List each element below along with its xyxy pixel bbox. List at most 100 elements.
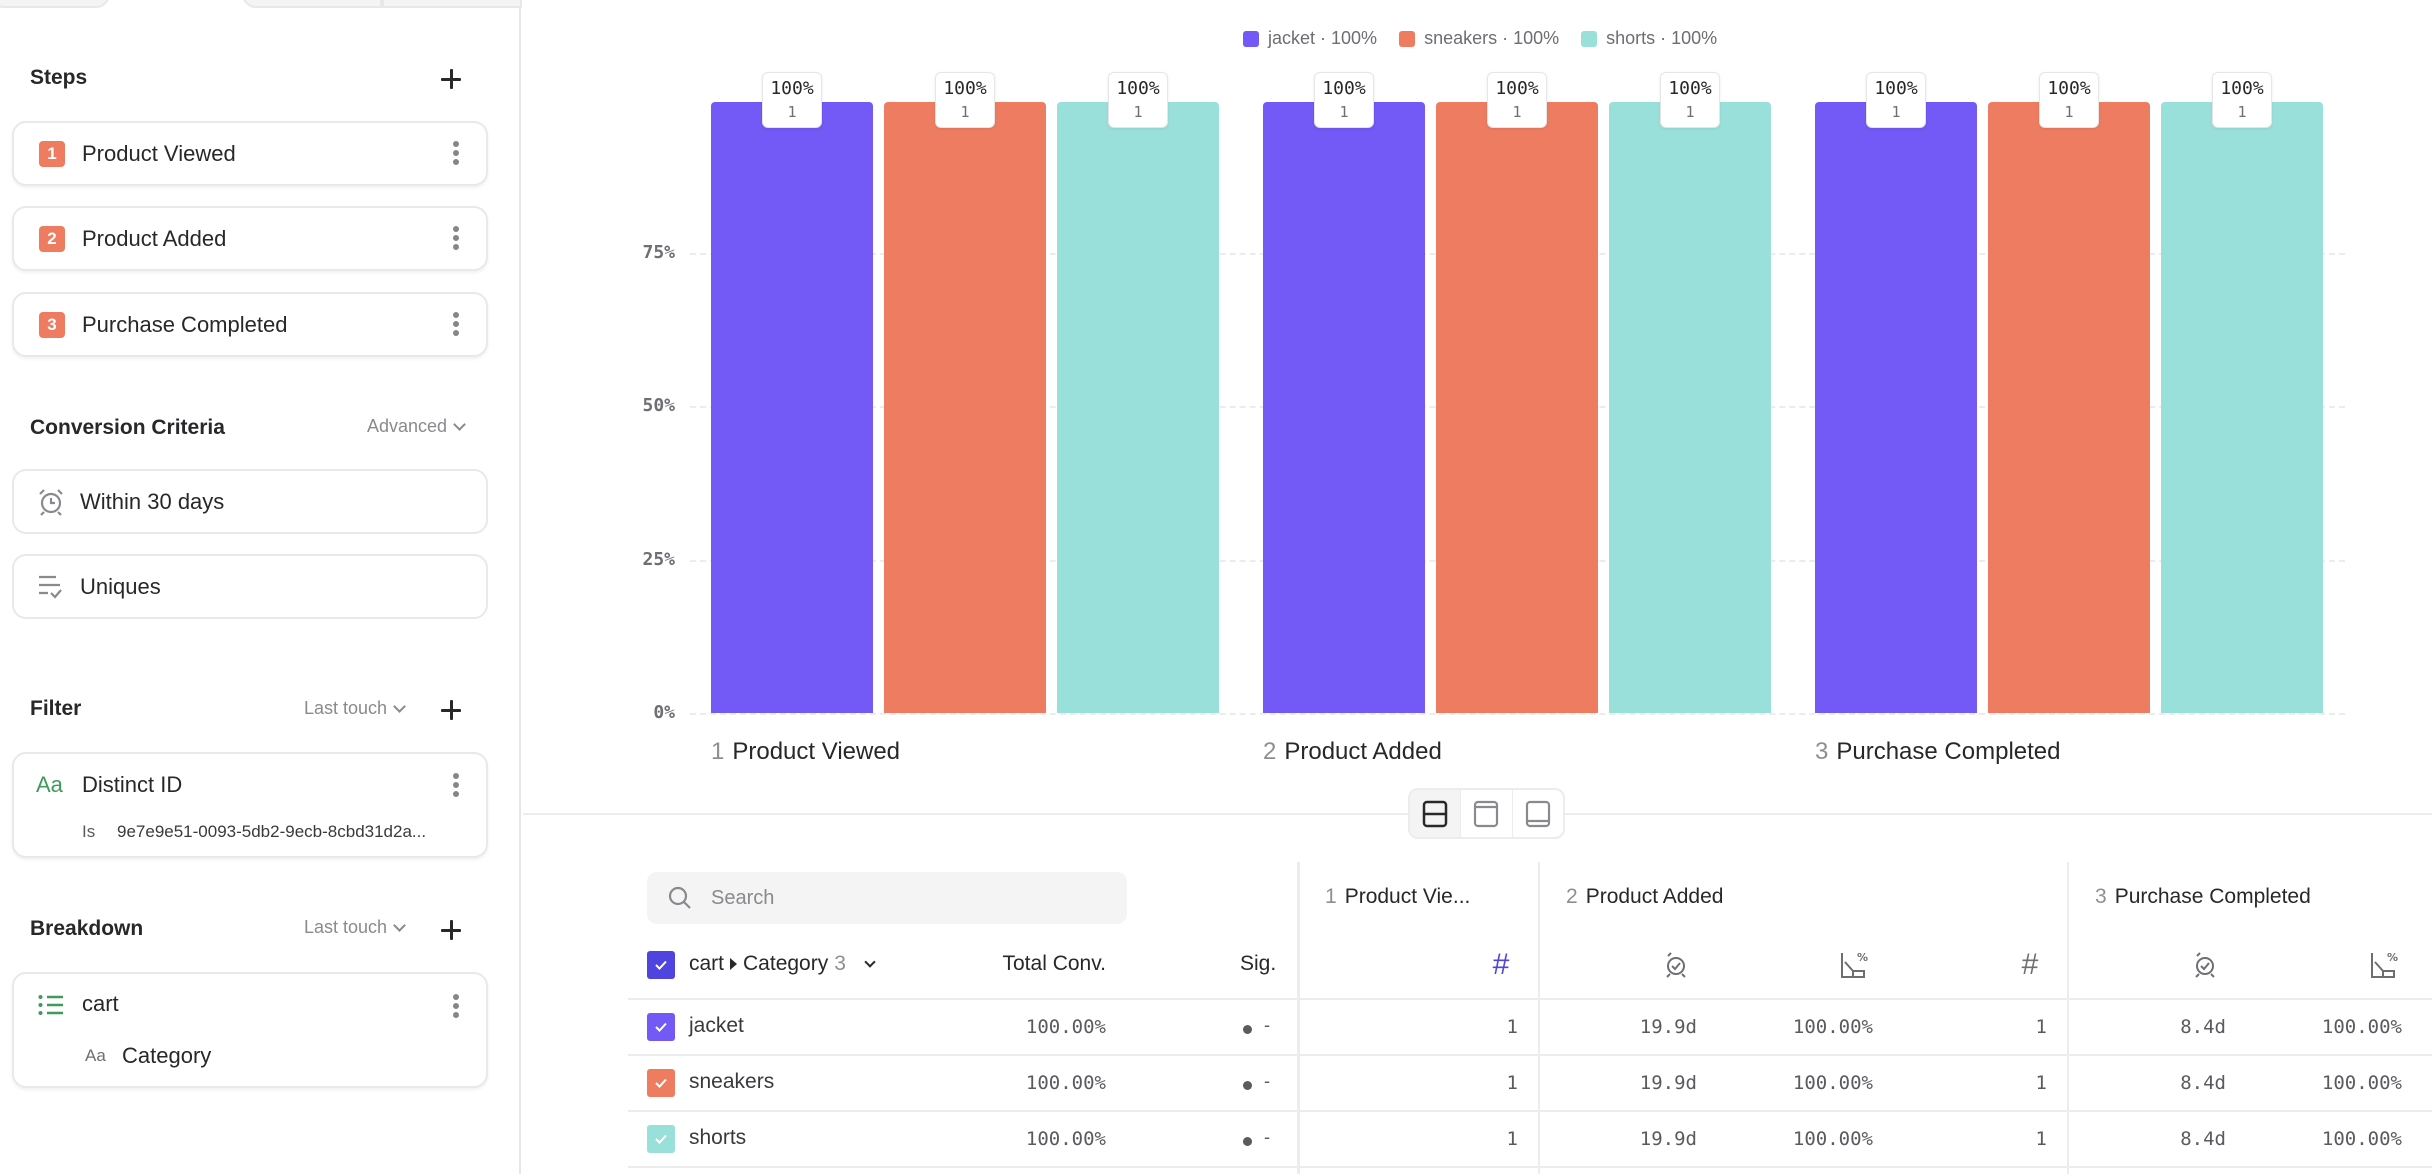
filter-attribution-dropdown[interactable]: Last touch bbox=[304, 698, 406, 719]
bar-percent-label: 100% bbox=[1668, 78, 1712, 99]
significance-value: - bbox=[1264, 1127, 1270, 1147]
table-only-view-button[interactable] bbox=[1513, 790, 1563, 837]
count-hash-icon[interactable]: # bbox=[1492, 948, 1510, 981]
chart-only-view-button[interactable] bbox=[1461, 790, 1513, 837]
bar-jacket-step-3[interactable] bbox=[1815, 102, 1977, 713]
add-step-plus-icon[interactable] bbox=[440, 68, 462, 90]
breakdown-column-header[interactable]: cart Category 3 bbox=[689, 952, 876, 976]
step-header-label: Product Vie... bbox=[1344, 885, 1471, 908]
chevron-down-icon[interactable] bbox=[864, 955, 876, 968]
column-divider bbox=[2067, 862, 2069, 1174]
step-header-label: Purchase Completed bbox=[2114, 885, 2311, 908]
conversion-window-card[interactable]: Within 30 days bbox=[12, 469, 488, 534]
svg-text:%: % bbox=[1857, 951, 1868, 964]
breakdown-title: Breakdown bbox=[30, 917, 144, 940]
column-header-step-1[interactable]: 1 Product Vie... bbox=[1325, 885, 1470, 909]
kebab-menu-icon[interactable] bbox=[452, 225, 460, 253]
breakdown-card[interactable]: cart Aa Category bbox=[12, 972, 488, 1088]
select-all-checkbox[interactable] bbox=[647, 951, 675, 979]
legend-swatch bbox=[1399, 30, 1416, 47]
bar-sneakers-step-2[interactable] bbox=[1436, 102, 1598, 713]
bar-data-label: 100% 1 bbox=[1108, 72, 1168, 128]
bar-count-label: 1 bbox=[1685, 103, 1695, 121]
cell-total-conv: 100.00% bbox=[1025, 1016, 1106, 1038]
step-number: 1 bbox=[711, 738, 725, 765]
step-number: 2 bbox=[1263, 738, 1277, 765]
bar-data-label: 100% 1 bbox=[2212, 72, 2272, 128]
x-category-label: 3 Purchase Completed bbox=[1815, 738, 2060, 766]
significance-value: - bbox=[1264, 1071, 1270, 1091]
counting-method-card[interactable]: Uniques bbox=[12, 554, 488, 619]
column-header-step-3[interactable]: 3 Purchase Completed bbox=[2095, 885, 2311, 909]
kebab-menu-icon[interactable] bbox=[452, 311, 460, 339]
bar-data-label: 100% 1 bbox=[762, 72, 822, 128]
tab-right[interactable] bbox=[382, 0, 522, 8]
cell-s2-count: 1 bbox=[2035, 1072, 2047, 1094]
y-tick-label: 50% bbox=[642, 395, 675, 416]
conversion-rate-icon[interactable]: % bbox=[2369, 950, 2399, 980]
kebab-menu-icon[interactable] bbox=[452, 140, 460, 168]
add-breakdown-plus-icon[interactable] bbox=[440, 919, 462, 941]
filter-card[interactable]: Aa Distinct ID Is 9e7e9e51-0093-5db2-9ec… bbox=[12, 752, 488, 858]
cell-s2-time: 19.9d bbox=[1639, 1128, 1697, 1150]
bar-data-label: 100% 1 bbox=[1866, 72, 1926, 128]
step-name: Product Added bbox=[1284, 738, 1442, 765]
step-name: Product Viewed bbox=[732, 738, 901, 765]
row-name: sneakers bbox=[689, 1070, 775, 1093]
breakdown-attribution-dropdown[interactable]: Last touch bbox=[304, 917, 406, 938]
time-to-convert-icon[interactable] bbox=[2190, 950, 2220, 980]
legend-item-shorts[interactable]: shorts · 100% bbox=[1581, 28, 1717, 49]
column-header-step-2[interactable]: 2 Product Added bbox=[1566, 885, 1723, 909]
significance-value: - bbox=[1264, 1015, 1270, 1035]
bar-percent-label: 100% bbox=[1495, 78, 1539, 99]
significance-dot-icon bbox=[1243, 1137, 1252, 1146]
conversion-window-label: Within 30 days bbox=[80, 489, 225, 514]
kebab-menu-icon[interactable] bbox=[452, 993, 460, 1021]
caret-right-icon bbox=[730, 958, 738, 970]
row-checkbox[interactable] bbox=[647, 1125, 675, 1153]
row-checkbox[interactable] bbox=[647, 1069, 675, 1097]
significance-header[interactable]: Sig. bbox=[1240, 952, 1277, 975]
split-view-button[interactable] bbox=[1410, 790, 1462, 837]
total-conversion-header[interactable]: Total Conv. bbox=[1002, 952, 1107, 975]
step-card-3[interactable]: 3 Purchase Completed bbox=[12, 292, 488, 357]
row-border bbox=[628, 1110, 2432, 1112]
check-icon bbox=[655, 1022, 667, 1032]
search-box[interactable] bbox=[647, 872, 1127, 924]
step-number: 2 bbox=[1566, 885, 1578, 908]
step-card-2[interactable]: 2 Product Added bbox=[12, 206, 488, 271]
bar-data-label: 100% 1 bbox=[1660, 72, 1720, 128]
uniques-list-check-icon bbox=[39, 575, 62, 599]
significance-dot-icon bbox=[1243, 1081, 1252, 1090]
legend-item-jacket[interactable]: jacket · 100% bbox=[1243, 28, 1377, 49]
funnel-chart: jacket · 100% sneakers · 100% shorts · 1… bbox=[642, 28, 2345, 766]
bar-data-label: 100% 1 bbox=[1314, 72, 1374, 128]
bar-count-label: 1 bbox=[1891, 103, 1901, 121]
time-to-convert-icon[interactable] bbox=[1661, 950, 1691, 980]
count-hash-icon[interactable]: # bbox=[2021, 948, 2039, 981]
y-tick-label: 75% bbox=[642, 241, 675, 263]
add-filter-plus-icon[interactable] bbox=[440, 699, 462, 721]
advanced-dropdown[interactable]: Advanced bbox=[367, 416, 466, 437]
bar-sneakers-step-1[interactable] bbox=[884, 102, 1046, 713]
row-checkbox[interactable] bbox=[647, 1013, 675, 1041]
bar-jacket-step-1[interactable] bbox=[711, 102, 873, 713]
conversion-rate-icon[interactable]: % bbox=[1839, 950, 1869, 980]
bar-sneakers-step-3[interactable] bbox=[1988, 102, 2150, 713]
bar-count-label: 1 bbox=[1133, 103, 1143, 121]
cell-s3-time: 8.4d bbox=[2180, 1072, 2226, 1094]
step-card-1[interactable]: 1 Product Viewed bbox=[12, 121, 488, 186]
x-category-label: 1 Product Viewed bbox=[711, 738, 900, 766]
bar-shorts-step-2[interactable] bbox=[1609, 102, 1771, 713]
search-input[interactable] bbox=[711, 886, 1111, 910]
bar-shorts-step-1[interactable] bbox=[1057, 102, 1219, 713]
column-divider bbox=[1297, 862, 1300, 1174]
legend-item-sneakers[interactable]: sneakers · 100% bbox=[1399, 28, 1559, 49]
cell-s2-conv: 100.00% bbox=[1792, 1128, 1873, 1150]
text-property-icon: Aa bbox=[85, 1046, 106, 1065]
bar-jacket-step-2[interactable] bbox=[1263, 102, 1425, 713]
kebab-menu-icon[interactable] bbox=[452, 772, 460, 800]
y-tick-label: 25% bbox=[642, 548, 675, 570]
bar-shorts-step-3[interactable] bbox=[2161, 102, 2323, 713]
bar-percent-label: 100% bbox=[1322, 78, 1366, 99]
